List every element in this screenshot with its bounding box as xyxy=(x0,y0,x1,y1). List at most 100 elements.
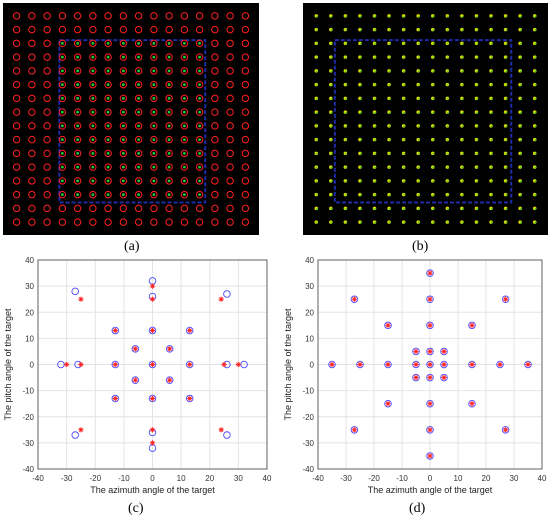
grid-marker-circle xyxy=(226,80,234,89)
grid-marker-circle xyxy=(211,39,219,48)
grid-marker-circle xyxy=(58,149,67,158)
data-point-circle xyxy=(426,373,434,382)
grid-marker-core xyxy=(476,29,478,31)
grid-marker-circle xyxy=(241,25,250,34)
asterisk-stroke xyxy=(441,349,447,354)
y-tick-label: 30 xyxy=(25,282,34,291)
grid-marker-core xyxy=(403,125,406,128)
grid-marker-circle xyxy=(73,204,82,213)
grid-marker-core xyxy=(316,84,318,86)
asterisk-stroke xyxy=(150,396,155,401)
grid-marker-circle xyxy=(226,149,234,158)
grid-marker-circle xyxy=(165,204,173,213)
grid-marker-core xyxy=(534,97,537,100)
y-tick-label: 40 xyxy=(25,256,34,265)
grid-marker-circle xyxy=(241,39,250,48)
grid-marker-circle xyxy=(211,190,219,199)
grid-marker-core xyxy=(330,111,333,114)
grid-marker-circle xyxy=(73,177,82,185)
data-point-circle xyxy=(501,295,510,303)
grid-marker-core xyxy=(534,42,537,45)
grid-marker-circle xyxy=(211,67,219,75)
grid-marker-core xyxy=(359,139,362,141)
grid-marker-circle xyxy=(12,25,21,34)
y-tick-label: -10 xyxy=(302,387,314,396)
grid-marker-dot xyxy=(137,165,141,169)
asterisk-stroke xyxy=(469,323,475,328)
data-point-circle xyxy=(426,399,434,408)
grid-marker-circle xyxy=(58,218,67,226)
grid-marker-core xyxy=(447,111,449,114)
grid-marker-circle xyxy=(58,80,67,89)
grid-marker-core xyxy=(374,139,376,141)
grid-marker-core xyxy=(490,70,493,73)
grid-marker-core xyxy=(519,152,522,155)
grid-marker-core xyxy=(359,42,362,45)
data-point-asterisk xyxy=(329,361,335,368)
data-point-asterisk xyxy=(427,453,433,459)
grid-marker-dot xyxy=(182,69,186,73)
grid-marker-core xyxy=(374,84,376,86)
grid-marker-core xyxy=(476,15,478,18)
grid-marker-core xyxy=(345,15,347,18)
y-tick-label: -30 xyxy=(302,439,314,448)
grid-marker-core xyxy=(330,70,333,73)
data-point-circle xyxy=(440,360,448,369)
grid-marker-core xyxy=(461,221,464,224)
data-point-asterisk xyxy=(469,322,475,328)
data-point-asterisk xyxy=(78,296,84,302)
grid-marker-circle xyxy=(165,108,173,116)
image-background xyxy=(303,3,548,235)
image-background xyxy=(3,3,259,235)
y-tick-label: 40 xyxy=(305,256,314,265)
data-point-circle xyxy=(131,376,140,384)
x-tick-label: -20 xyxy=(89,474,101,483)
grid-marker-circle xyxy=(195,204,204,213)
data-point-circle xyxy=(185,360,194,369)
grid-marker-dot xyxy=(76,83,80,87)
data-point-asterisk xyxy=(112,395,118,402)
grid-image-a xyxy=(3,3,259,235)
grid-marker-core xyxy=(534,139,537,141)
grid-marker-circle xyxy=(43,53,51,61)
grid-marker-circle xyxy=(28,163,36,171)
grid-marker-circle xyxy=(180,122,189,130)
scatter-plot-c: -40 -30 -20 -10 0 10 20 30 40 -40 -30 -20 -10 0 10 20 30… xyxy=(0,252,275,502)
y-tick-label: 10 xyxy=(305,334,314,343)
grid-marker-core xyxy=(447,194,449,196)
grid-marker-dot xyxy=(137,138,141,142)
grid-marker-core xyxy=(447,70,449,73)
grid-marker-dot xyxy=(198,124,202,128)
grid-marker-circle xyxy=(12,94,21,103)
grid-marker-circle xyxy=(43,80,51,89)
grid-marker-circle xyxy=(58,39,67,48)
grid-marker-circle xyxy=(104,39,112,48)
grid-marker-core xyxy=(374,166,376,169)
grid-marker-circle xyxy=(43,39,51,48)
grid-marker-core xyxy=(403,111,406,114)
grid-marker-core xyxy=(359,194,362,196)
grid-marker-circle xyxy=(195,135,204,144)
grid-marker-circle xyxy=(43,67,51,75)
grid-marker-core xyxy=(418,139,420,141)
asterisk-stroke xyxy=(352,297,357,302)
grid-marker-core xyxy=(316,166,318,169)
grid-marker-dot xyxy=(167,55,171,59)
grid-marker-circle xyxy=(150,53,158,61)
grid-marker-circle xyxy=(165,67,173,75)
grid-marker-core xyxy=(418,152,420,155)
caption-a: (a) xyxy=(124,239,140,254)
grid-marker-circle xyxy=(195,53,204,61)
grid-marker-core xyxy=(490,152,493,155)
grid-marker-circle xyxy=(28,25,36,34)
grid-marker-circle xyxy=(12,218,21,226)
data-point-asterisk xyxy=(64,361,70,368)
grid-marker-core xyxy=(505,152,507,155)
grid-marker-dot xyxy=(152,83,156,87)
grid-marker-circle xyxy=(43,108,51,116)
grid-marker-circle xyxy=(12,163,21,171)
grid-marker-circle xyxy=(119,135,128,144)
asterisk-stroke xyxy=(78,362,84,367)
grid-marker-dot xyxy=(152,193,156,197)
grid-marker-core xyxy=(403,97,406,100)
